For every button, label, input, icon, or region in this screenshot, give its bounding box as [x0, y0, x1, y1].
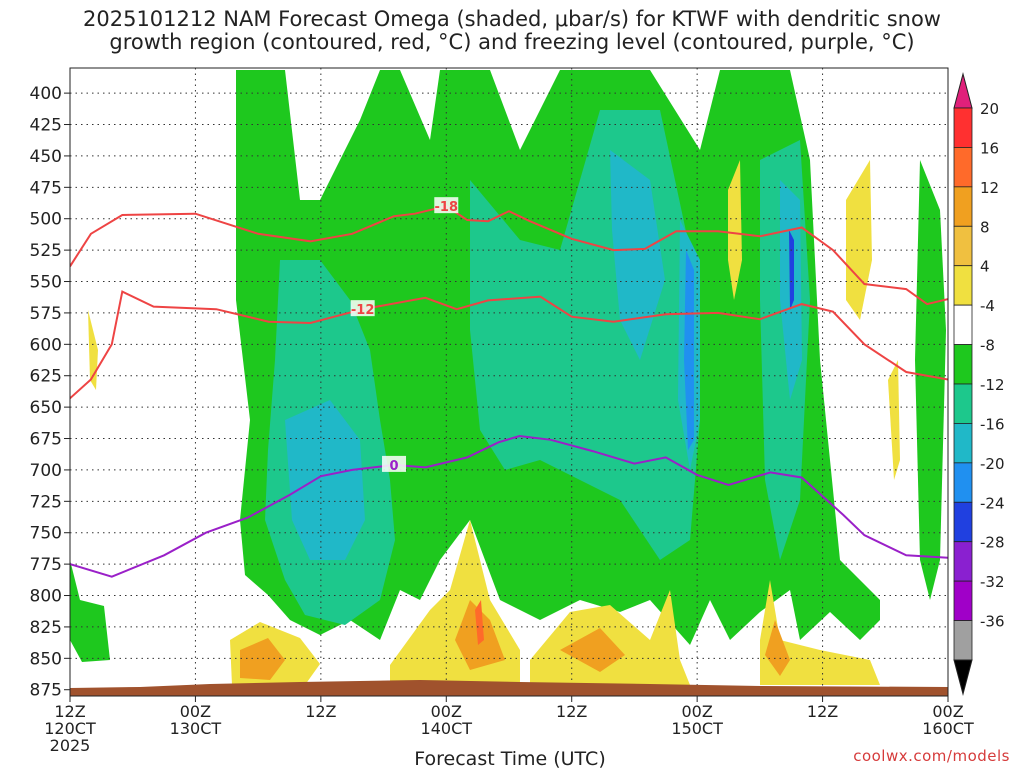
colorbar: 20 16 12 8 4 -4 -8 -12 -16 -20 -24 -28 -32 -36 [953, 72, 1005, 696]
colorbar-segment [953, 541, 973, 582]
x-tick-label: 130CT [170, 719, 222, 738]
colorbar-label: -32 [980, 573, 1005, 591]
colorbar-segment [953, 580, 973, 621]
omega-shading [70, 70, 946, 685]
contour-label-bg [382, 455, 407, 472]
colorbar-label: -36 [980, 613, 1005, 631]
colorbar-segment [953, 501, 973, 543]
x-tick-label: 00Z [681, 702, 712, 721]
contour-line--12 [70, 290, 948, 400]
chart-title-line-2: growth region (contoured, red, °C) and f… [109, 30, 915, 54]
colorbar-segment [953, 225, 973, 267]
y-tick-label: 425 [30, 116, 62, 136]
y-tick-label: 550 [30, 273, 62, 293]
colorbar-label: -8 [980, 337, 995, 355]
y-tick-label: 600 [30, 335, 62, 355]
colorbar-segment [953, 344, 973, 385]
y-tick-label: 700 [30, 461, 62, 481]
colorbar-segment [953, 423, 973, 464]
grid-lines [70, 68, 948, 696]
chart-title-line-1: 2025101212 NAM Forecast Omega (shaded, μ… [83, 7, 941, 31]
contour-lines: -18 -12 0 [70, 197, 948, 578]
contour-line-0 [70, 434, 948, 578]
plot-frame [69, 67, 949, 697]
contour-label: -18 [435, 200, 459, 215]
x-axis-label: Forecast Time (UTC) [414, 748, 605, 768]
y-tick-label: 775 [30, 555, 62, 575]
y-tick-label: 650 [30, 398, 62, 418]
x-tick-label: 120CT [44, 719, 96, 738]
y-tick-label: 675 [30, 430, 62, 450]
y-tick-label: 525 [30, 241, 62, 261]
colorbar-label: 8 [980, 218, 990, 236]
y-tick-label: 875 [30, 681, 62, 701]
colorbar-label: 4 [980, 258, 990, 276]
colorbar-segment [953, 107, 973, 148]
x-tick-label: 00Z [431, 702, 462, 721]
colorbar-segment [953, 620, 973, 661]
colorbar-segment [953, 462, 973, 503]
colorbar-label: 12 [980, 179, 999, 197]
y-tick-label: 850 [30, 649, 62, 669]
contour-label-bg [434, 197, 459, 214]
x-tick-label: 00Z [932, 702, 963, 721]
contour-label: -12 [351, 303, 375, 318]
x-tick-label: 140CT [421, 719, 473, 738]
terrain-band [70, 680, 948, 696]
y-tick-label: 450 [30, 147, 62, 167]
colorbar-segment [953, 147, 973, 188]
x-tick-label: 12Z [54, 702, 85, 721]
colorbar-label: -16 [980, 415, 1005, 433]
x-tick-label: 12Z [807, 702, 838, 721]
x-tick-label: 12Z [556, 702, 587, 721]
contour-line--18 [70, 205, 948, 306]
colorbar-label: 16 [980, 139, 999, 157]
colorbar-label: 20 [980, 100, 999, 118]
colorbar-segment [953, 265, 973, 306]
y-tick-label: 400 [30, 84, 62, 104]
colorbar-segment [953, 186, 973, 227]
colorbar-label: -20 [980, 455, 1005, 473]
y-tick-label: 475 [30, 178, 62, 198]
colorbar-label: -24 [980, 494, 1005, 512]
y-tick-label: 800 [30, 587, 62, 607]
contour-label: 0 [390, 459, 399, 474]
y-tick-label: 575 [30, 304, 62, 324]
colorbar-bottom-arrow [953, 659, 973, 696]
contour-label-bg [350, 300, 375, 317]
credit-text: coolwx.com/models [853, 747, 1010, 765]
colorbar-label: -12 [980, 376, 1005, 394]
x-tick-label: 00Z [180, 702, 211, 721]
y-tick-label: 500 [30, 210, 62, 230]
colorbar-segment [953, 304, 973, 345]
x-tick-label: 160CT [922, 719, 974, 738]
y-tick-label: 625 [30, 367, 62, 387]
y-tick-label: 725 [30, 492, 62, 512]
colorbar-label: -28 [980, 534, 1005, 552]
x-tick-label: 2025 [50, 736, 91, 755]
colorbar-segment [953, 383, 973, 424]
x-tick-label: 12Z [305, 702, 336, 721]
y-tick-label: 825 [30, 618, 62, 638]
colorbar-label: -4 [980, 297, 995, 315]
x-tick-label: 150CT [671, 719, 723, 738]
y-tick-label: 750 [30, 524, 62, 544]
y-axis-ticks: 400 425 450 475 500 525 550 575 600 625 650 675 700 7… [30, 84, 70, 701]
colorbar-top-arrow [953, 72, 973, 109]
